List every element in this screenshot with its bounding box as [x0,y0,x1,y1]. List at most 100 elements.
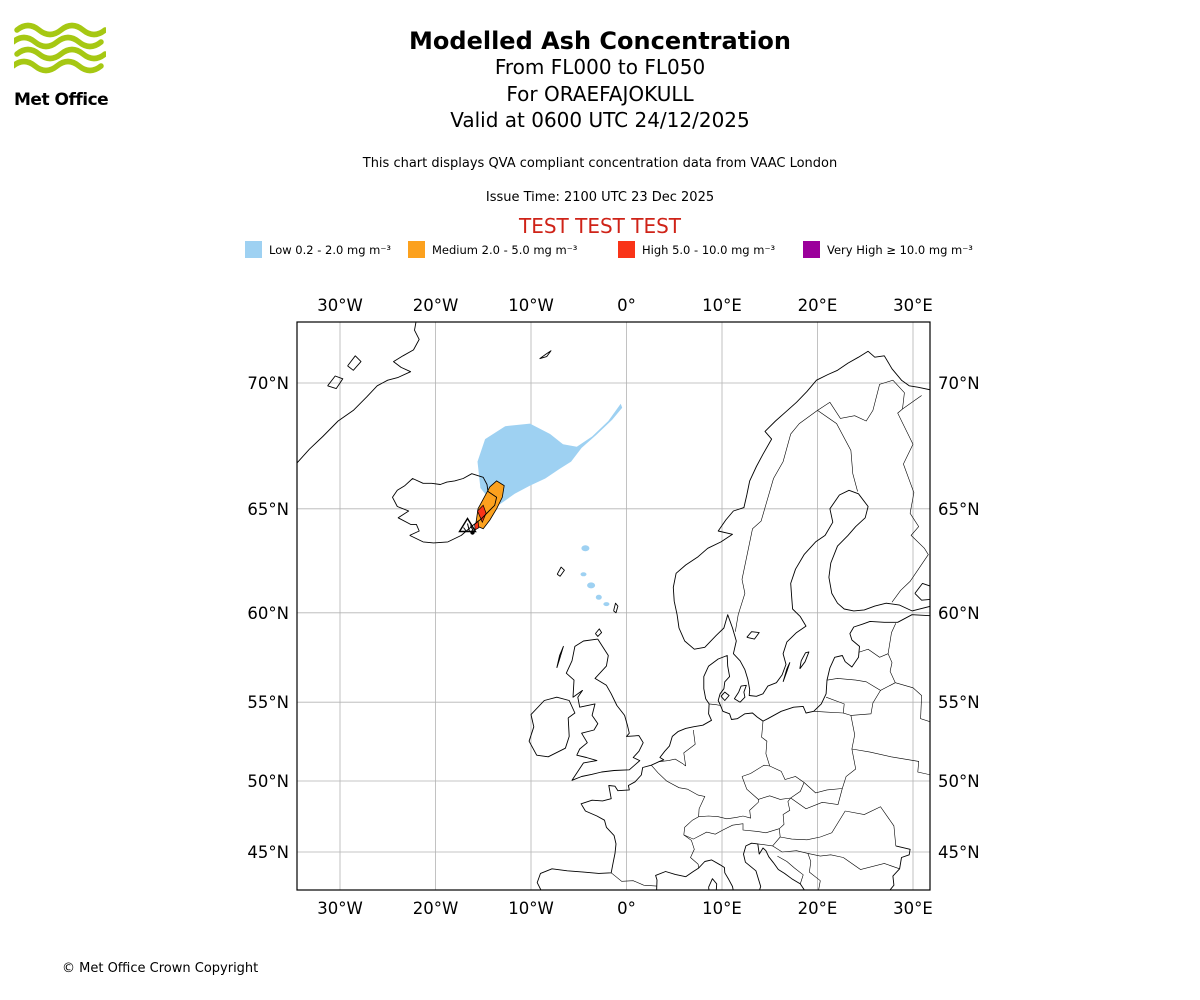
lon-label-bottom: 30°E [893,899,933,918]
coastline [556,566,565,577]
border-line [842,715,857,789]
border-line [895,682,930,722]
border-line [709,703,721,706]
border-line [735,410,818,632]
legend-label: High 5.0 - 10.0 mg m⁻³ [642,242,776,257]
coastline [889,845,911,890]
border-line [683,729,696,767]
coastline [297,322,420,464]
logo-brand-text: Met Office [14,90,109,110]
border-line [851,748,930,776]
coastline [720,691,730,701]
met-office-logo: Met Office [10,22,114,110]
issue-time: Issue Time: 2100 UTC 23 Dec 2025 [485,189,715,205]
border-line [683,834,699,869]
lon-label-bottom: 30°W [317,899,363,918]
border-line [887,623,897,654]
met-office-waves-icon [10,22,108,74]
lon-label-top: 20°E [798,296,838,315]
legend-label: Very High ≥ 10.0 mg m⁻³ [827,242,973,257]
logo-wave-line [10,34,104,50]
volcano-dot-icon [470,530,475,535]
lon-label-top: 20°W [413,296,459,315]
border-line [651,765,688,790]
border-line [807,853,821,890]
coastline [565,638,644,781]
coastline [528,696,576,758]
legend-item: Low 0.2 - 2.0 mg m⁻³ [245,241,391,258]
coastlines [297,322,930,890]
coastline [347,355,362,371]
lon-label-bottom: 20°W [413,899,459,918]
lat-label-right: 50°N [938,772,980,791]
coastline [708,878,718,890]
page-title: Modelled Ash Concentration [409,27,791,55]
coastline [536,614,930,890]
lat-label-right: 65°N [938,500,980,519]
lat-label-right: 45°N [938,843,980,862]
border-line [780,810,846,841]
lon-label-top: 10°W [508,296,554,315]
border-line [807,853,844,858]
lon-label-top: 30°W [317,296,363,315]
border-line [843,857,900,870]
border-line [757,797,791,847]
border-line [845,806,897,846]
lat-label-right: 70°N [938,374,980,393]
lon-label-bottom: 0° [617,899,636,918]
map-frame [296,321,931,891]
border-line [858,648,889,658]
coastline [327,375,344,390]
legend-swatch [408,241,425,258]
lat-label-left: 55°N [247,693,289,712]
coastline [743,842,805,890]
border-line [803,782,843,794]
legend-swatch [245,241,262,258]
lat-label-left: 45°N [247,843,289,862]
coastline [556,645,564,669]
map-container: 30°W 30°W 20°W 20°W 10°W 10°W 0° 0° 10°E 10°E 20°E… [240,285,990,920]
border-line [827,678,896,691]
ash-high-polygon [477,504,487,524]
logo-wave-line [10,58,104,74]
coastline [613,602,619,614]
coastline [746,631,760,640]
lat-label-left: 50°N [247,772,289,791]
border-line [611,872,657,887]
ash-low-speck [581,545,590,552]
ash-low-polygon [477,403,623,508]
border-line [790,788,843,810]
map-background [297,322,930,890]
coastline [655,859,734,890]
lon-label-top: 30°E [893,296,933,315]
legend-label: Medium 2.0 - 5.0 mg m⁻³ [432,242,578,257]
coastline [672,350,930,697]
lat-label-left: 60°N [247,604,289,623]
volcano-marker [458,517,477,535]
qva-note: This chart displays QVA compliant concen… [362,155,838,171]
lon-label-bottom: 20°E [798,899,838,918]
test-banner: TEST TEST TEST [518,213,681,238]
legend-item: High 5.0 - 10.0 mg m⁻³ [618,241,775,258]
border-line [658,758,686,767]
border-line [817,379,922,422]
ash-low-speck [603,602,610,607]
border-line [777,855,804,884]
coastline [539,350,552,360]
border-line [850,690,881,716]
coastline [595,628,603,637]
legend-swatch [803,241,820,258]
subtitle-flight-levels: From FL000 to FL050 [494,55,706,80]
subtitle-valid-time: Valid at 0600 UTC 24/12/2025 [450,108,750,133]
header: Modelled Ash Concentration From FL000 to… [0,28,1200,238]
ash-low-speck [587,582,596,589]
subtitle-volcano: For ORAEFAJOKULL [506,81,694,106]
border-line [761,721,770,767]
border-line [813,711,844,714]
axis-labels: 30°W 30°W 20°W 20°W 10°W 10°W 0° 0° 10°E 10°E 20°E… [247,296,979,918]
ash-low-speck [580,572,587,577]
lat-label-left: 70°N [247,374,289,393]
lat-label-right: 55°N [938,693,980,712]
border-line [683,816,699,835]
coastline [733,684,747,703]
